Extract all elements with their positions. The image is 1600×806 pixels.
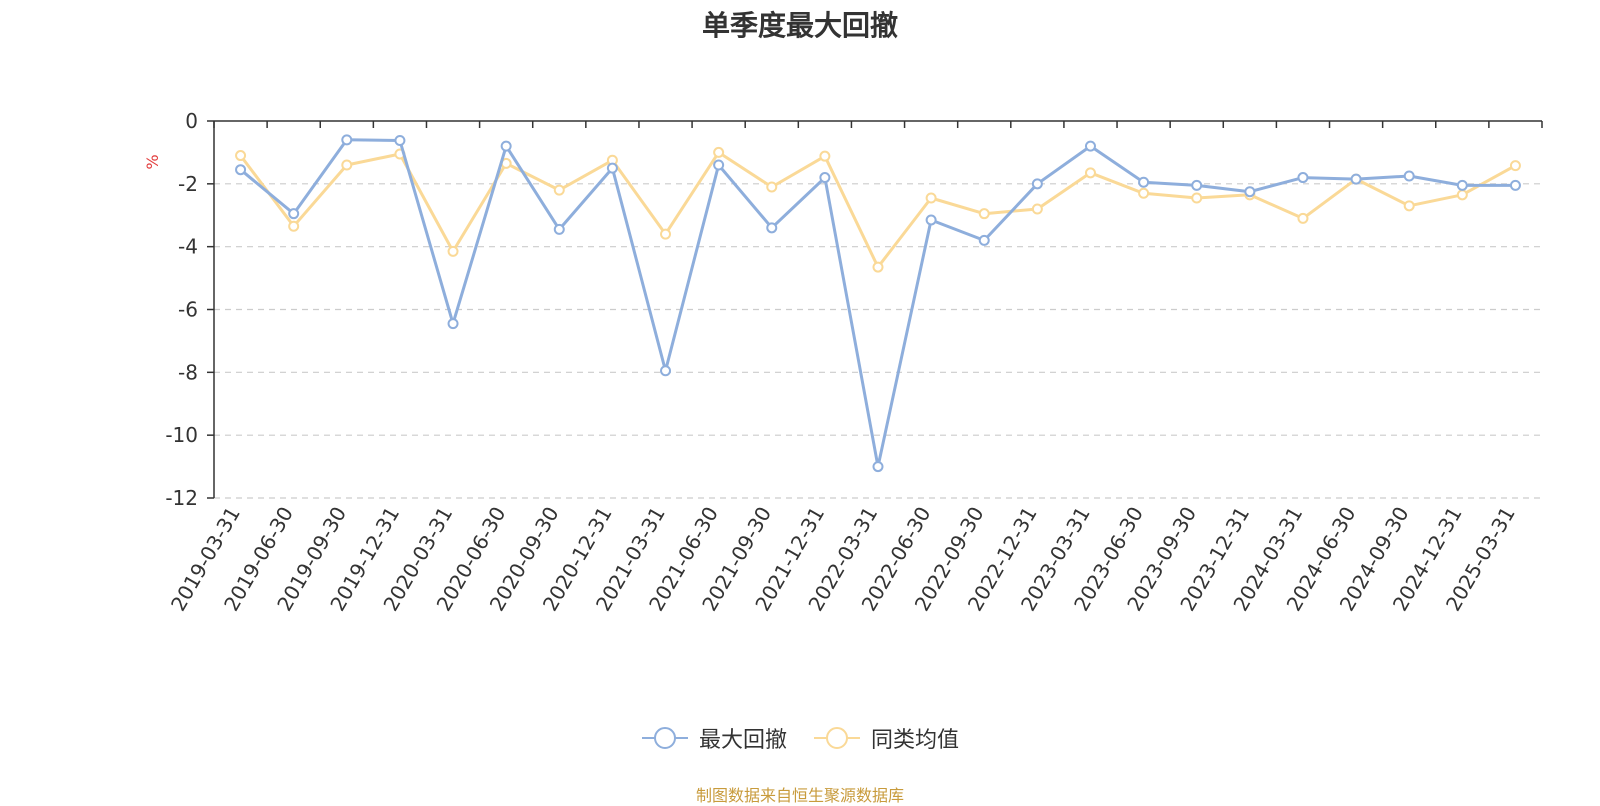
data-point: [1297, 172, 1309, 184]
legend-item-peer-average[interactable]: 同类均值: [813, 722, 959, 754]
data-point: [1350, 173, 1362, 185]
data-point: [1456, 189, 1468, 201]
data-point: [235, 150, 247, 162]
data-point: [1509, 160, 1521, 172]
data-point: [660, 228, 672, 240]
legend-label-peer-average: 同类均值: [871, 728, 960, 753]
data-point: [713, 159, 725, 171]
data-point: [341, 134, 353, 146]
data-point: [1031, 178, 1043, 190]
y-tick-label: -10: [165, 423, 198, 447]
series-line: [239, 138, 1517, 469]
data-point: [447, 318, 459, 330]
data-point: [925, 214, 937, 226]
data-point: [1509, 179, 1521, 191]
data-point: [341, 159, 353, 171]
data-point: [1191, 192, 1203, 204]
data-point: [394, 134, 406, 146]
data-point: [978, 234, 990, 246]
data-point: [1244, 186, 1256, 198]
data-point: [872, 461, 884, 473]
data-point: [1138, 187, 1150, 199]
data-point: [819, 150, 831, 162]
data-point: [447, 245, 459, 257]
data-point: [553, 223, 565, 235]
data-point: [606, 162, 618, 174]
data-point: [819, 172, 831, 184]
data-point: [660, 365, 672, 377]
data-point: [1297, 212, 1309, 224]
legend-label-max-drawdown: 最大回撤: [698, 728, 787, 753]
data-point: [288, 220, 300, 232]
data-point: [1138, 176, 1150, 188]
legend-item-max-drawdown[interactable]: 最大回撤: [641, 722, 787, 754]
data-point: [1084, 167, 1096, 179]
y-axis-unit-label: %: [143, 154, 162, 169]
data-point: [766, 222, 778, 234]
y-tick-label: -12: [165, 486, 198, 510]
data-point: [766, 181, 778, 193]
y-tick-label: 0: [185, 109, 198, 133]
data-point: [872, 261, 884, 273]
data-point: [553, 184, 565, 196]
data-point: [1191, 179, 1203, 191]
data-point: [1403, 200, 1415, 212]
data-point: [1031, 203, 1043, 215]
data-source-note: 制图数据来自恒生聚源数据库: [695, 786, 904, 805]
data-point: [978, 208, 990, 220]
data-point: [713, 146, 725, 158]
chart-legend: 最大回撤 同类均值: [0, 722, 1600, 754]
data-point: [1084, 140, 1096, 152]
y-tick-label: -6: [178, 298, 198, 322]
data-point: [1456, 179, 1468, 191]
data-point: [925, 192, 937, 204]
legend-line-circle-icon: [814, 727, 860, 749]
y-tick-label: -8: [178, 360, 198, 384]
y-tick-label: -2: [178, 172, 198, 196]
y-tick-label: -4: [178, 235, 198, 259]
legend-line-circle-icon: [641, 727, 688, 749]
chart-title: 单季度最大回撤: [701, 9, 898, 42]
data-point: [1403, 170, 1415, 182]
data-point: [500, 140, 512, 152]
data-point: [235, 164, 247, 176]
data-point: [288, 208, 300, 220]
